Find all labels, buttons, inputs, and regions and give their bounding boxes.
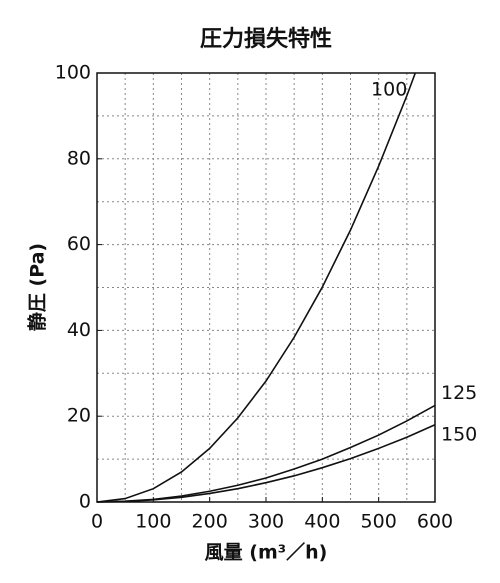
y-tick-label: 80 <box>67 147 91 169</box>
line-series <box>96 424 436 503</box>
x-tick-label: 300 <box>248 511 284 533</box>
y-tick-label: 40 <box>67 319 91 341</box>
series-label: 150 <box>441 423 477 445</box>
y-tick-label: 100 <box>55 62 91 84</box>
series-label: 125 <box>441 382 477 404</box>
x-tick-label: 400 <box>304 511 340 533</box>
x-tick-label: 100 <box>135 511 171 533</box>
x-tick-label: 200 <box>192 511 228 533</box>
x-tick-label: 600 <box>417 511 453 533</box>
x-axis-label: 風量 (m³／h) <box>205 541 328 564</box>
series-label: 100 <box>371 79 407 101</box>
x-tick-label: 500 <box>361 511 397 533</box>
y-tick-label: 20 <box>67 405 91 427</box>
chart-title: 圧力損失特性 <box>200 26 332 52</box>
y-axis-label: 静圧 (Pa) <box>26 243 49 331</box>
y-tick-label: 60 <box>67 233 91 255</box>
y-tick-label: 0 <box>79 491 91 513</box>
x-tick-label: 0 <box>91 511 103 533</box>
line-series <box>96 72 417 503</box>
